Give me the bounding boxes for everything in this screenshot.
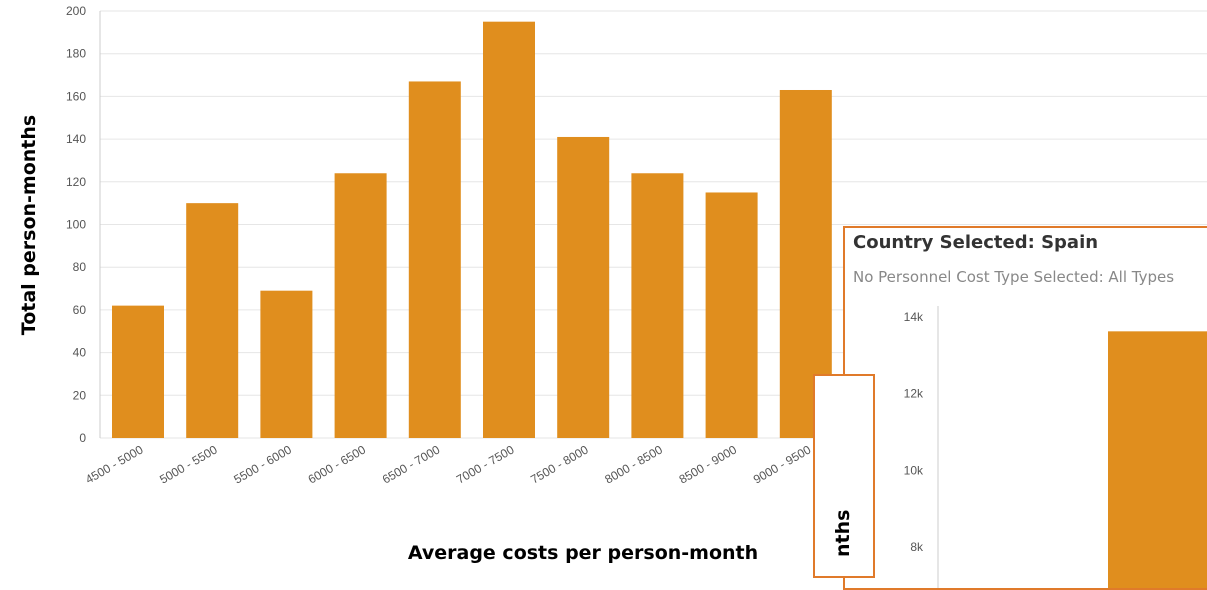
y-tick-label: 12k [904, 387, 924, 401]
bar[interactable] [408, 81, 461, 438]
y-tick-label: 10k [904, 463, 924, 477]
y-tick-label: 180 [66, 47, 86, 61]
y-tick-labels: 0 20 40 60 80 100 120 140 160 180 200 [66, 4, 86, 445]
panel-subtitle: No Personnel Cost Type Selected: All Typ… [853, 268, 1175, 286]
y-tick-label: 120 [66, 175, 86, 189]
x-tick-label: 5500 - 6000 [231, 442, 294, 486]
bars [1108, 331, 1207, 588]
bar[interactable] [705, 192, 758, 438]
x-tick-label: 7000 - 7500 [454, 442, 517, 486]
y-tick-label: 100 [66, 218, 86, 232]
y-tick-label: 140 [66, 132, 86, 146]
panel-y-axis-title: nths [832, 509, 854, 557]
bar[interactable] [483, 21, 535, 439]
bar[interactable] [112, 305, 164, 438]
x-tick-label: 6000 - 6500 [306, 442, 369, 486]
bar[interactable] [557, 136, 610, 438]
x-tick-label: 9000 - 9500 [751, 442, 814, 486]
x-tick-label: 8000 - 8500 [602, 442, 665, 486]
y-tick-labels: 8k 10k 12k 14k [904, 310, 924, 554]
y-tick-label: 8k [910, 540, 924, 554]
y-tick-label: 200 [66, 4, 86, 18]
bars [112, 21, 832, 439]
partial-panel: nths [813, 374, 875, 578]
y-tick-label: 20 [73, 388, 87, 402]
x-tick-label: 8500 - 9000 [677, 442, 740, 486]
y-tick-label: 0 [79, 431, 86, 445]
bar[interactable] [186, 203, 239, 438]
x-tick-label: 5000 - 5500 [157, 442, 220, 486]
y-axis-title: Total person-months [18, 115, 40, 335]
y-tick-label: 40 [73, 346, 87, 360]
country-detail-chart: 8k 10k 12k 14k [904, 306, 1207, 588]
y-tick-label: 160 [66, 89, 86, 103]
bar[interactable] [260, 290, 313, 438]
x-tick-label: 6500 - 7000 [380, 442, 443, 486]
bar[interactable] [631, 173, 684, 438]
panel-title: Country Selected: Spain [853, 232, 1099, 253]
y-tick-label: 80 [73, 260, 87, 274]
y-tick-label: 60 [73, 303, 87, 317]
x-tick-label: 4500 - 5000 [83, 442, 146, 486]
x-axis-title: Average costs per person-month [408, 542, 758, 564]
bar[interactable] [334, 173, 387, 438]
x-tick-labels: 4500 - 5000 5000 - 5500 5500 - 6000 6000 - … [83, 442, 814, 486]
bar[interactable] [1108, 331, 1207, 588]
y-tick-label: 14k [904, 310, 924, 324]
x-tick-label: 7500 - 8000 [528, 442, 591, 486]
country-detail-panel: 8k 10k 12k 14k Country Selected: Spain No P… [843, 226, 1207, 590]
